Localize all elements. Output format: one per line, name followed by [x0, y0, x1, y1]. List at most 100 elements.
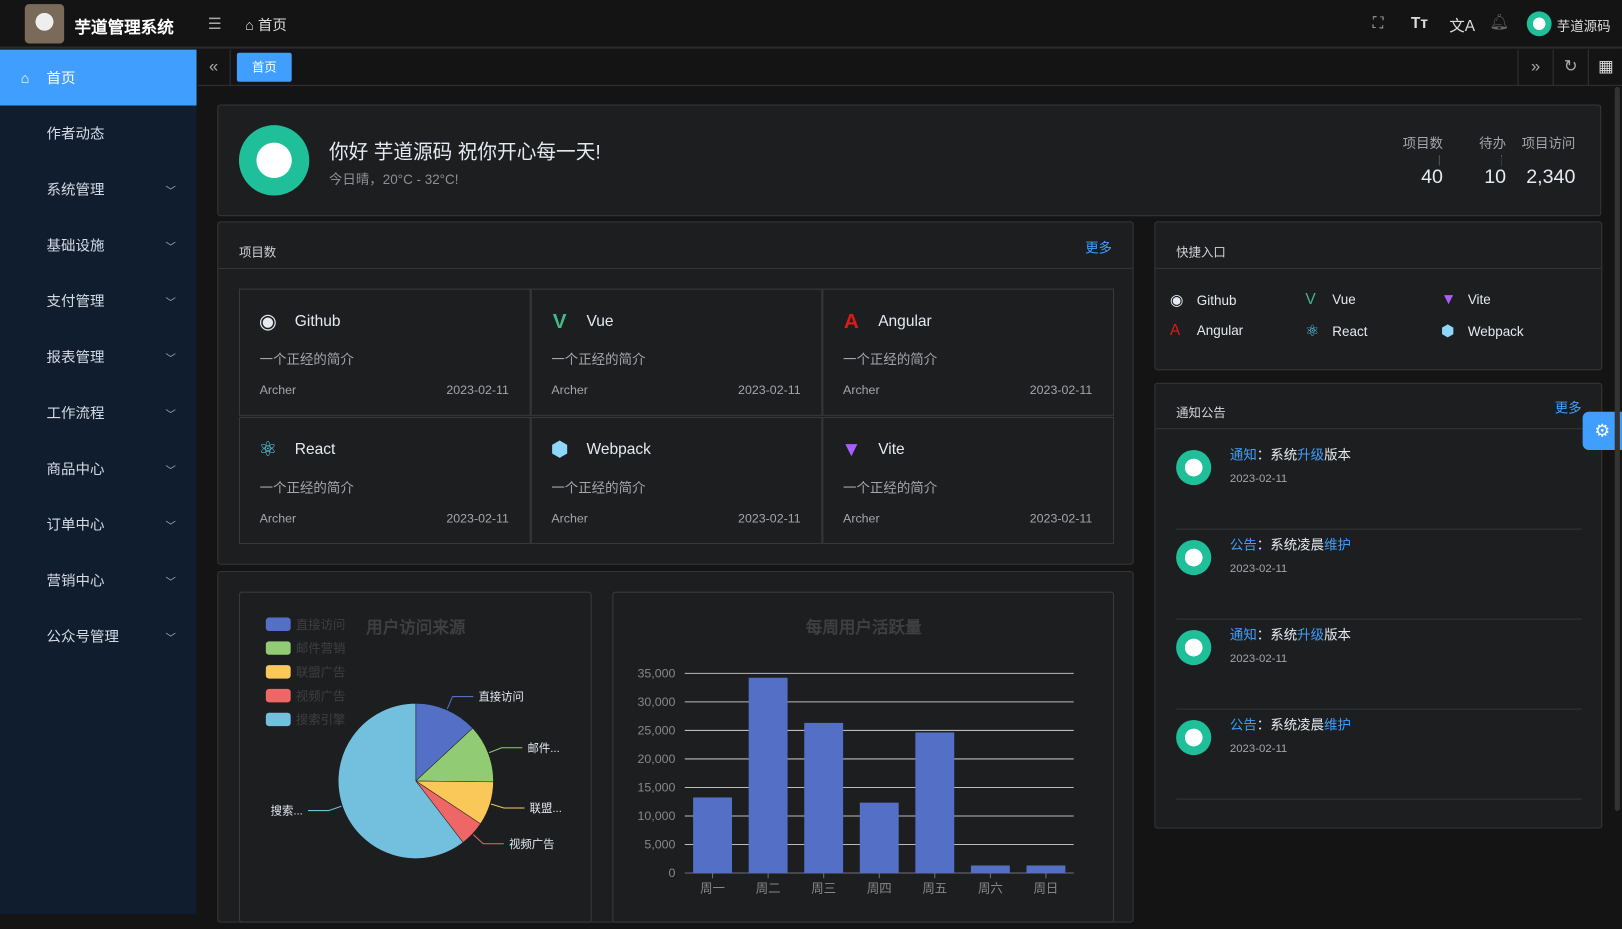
- project-desc: 一个正经的简介: [843, 351, 938, 368]
- notice-item[interactable]: 通知：系统升级版本 2023-02-11: [1176, 440, 1582, 530]
- scrollbar[interactable]: [1614, 86, 1620, 811]
- notice-item[interactable]: 通知：系统升级版本 2023-02-11: [1176, 620, 1582, 710]
- bar[interactable]: [804, 722, 844, 874]
- legend-label[interactable]: 直接访问: [296, 617, 346, 632]
- sidebar-item[interactable]: 支付管理 ﹀: [0, 273, 197, 329]
- project-card[interactable]: ⬢ Webpack 一个正经的简介 Archer 2023-02-11: [530, 416, 823, 545]
- scroll-left-icon[interactable]: «: [198, 49, 231, 86]
- home-icon: ⌂: [20, 69, 30, 86]
- scroll-right-icon[interactable]: »: [1517, 49, 1552, 86]
- project-date: 2023-02-11: [446, 382, 509, 398]
- legend-swatch[interactable]: [265, 641, 291, 655]
- shortcut-angular[interactable]: A Angular: [1170, 322, 1243, 340]
- pie-slice[interactable]: [415, 703, 473, 782]
- webpack-icon: ⬢: [1440, 322, 1455, 341]
- shortcut-github[interactable]: ◉ Github: [1170, 291, 1237, 310]
- sidebar-item[interactable]: 基础设施 ﹀: [0, 217, 197, 273]
- sidebar-item[interactable]: 公众号管理 ﹀: [0, 608, 197, 664]
- project-card[interactable]: ◉ Github 一个正经的简介 Archer 2023-02-11: [238, 288, 531, 416]
- notice-date: 2023-02-11: [1229, 472, 1288, 486]
- sidebar-item[interactable]: ⌂ 首页: [0, 49, 197, 106]
- shortcuts-card: 快捷入口 ◉ Github V Vue ▼ Vite A Angular ⚛ React ⬢ Webp…: [1154, 221, 1603, 371]
- sidebar-item[interactable]: 作者动态: [0, 106, 197, 162]
- bar-chart: 每周用户活跃量 0 5,000 10,000 15,000 20,000 25,000 30,…: [638, 617, 1074, 896]
- menu-toggle-icon[interactable]: ☰: [207, 15, 222, 34]
- sidebar-item[interactable]: 订单中心 ﹀: [0, 497, 197, 553]
- translate-icon[interactable]: 文A: [1449, 17, 1476, 36]
- projects-card: 项目数 更多 ◉ Github 一个正经的简介 Archer 2023-02-11 V Vu…: [217, 221, 1134, 565]
- pie-label: 联盟...: [530, 802, 562, 815]
- project-date: 2023-02-11: [1029, 382, 1093, 398]
- notice-text: 公告：系统凌晨维护: [1230, 534, 1351, 554]
- project-card[interactable]: A Angular 一个正经的简介 Archer 2023-02-11: [822, 288, 1115, 416]
- github-icon: ◉: [258, 310, 277, 334]
- legend-swatch[interactable]: [265, 665, 291, 679]
- sidebar-item[interactable]: 营销中心 ﹀: [0, 552, 197, 608]
- shortcuts-title: 快捷入口: [1176, 245, 1226, 260]
- legend-swatch[interactable]: [265, 688, 291, 703]
- shortcut-react[interactable]: ⚛ React: [1305, 322, 1367, 341]
- project-name: Vue: [586, 312, 614, 330]
- user-avatar[interactable]: [1526, 11, 1552, 37]
- font-size-icon[interactable]: Tт: [1410, 14, 1429, 33]
- shortcut-vue[interactable]: V Vue: [1305, 291, 1355, 309]
- legend-label[interactable]: 邮件营销: [296, 642, 346, 656]
- legend-swatch[interactable]: [265, 617, 291, 631]
- sidebar-item[interactable]: 报表管理 ﹀: [0, 329, 197, 385]
- x-tick-label: 周四: [867, 882, 892, 896]
- project-name: Vite: [878, 440, 905, 459]
- bar[interactable]: [748, 677, 788, 874]
- pie-slice[interactable]: [337, 703, 464, 859]
- project-card[interactable]: V Vue 一个正经的简介 Archer 2023-02-11: [530, 288, 823, 416]
- bar[interactable]: [859, 802, 899, 874]
- project-author: Archer: [843, 510, 880, 526]
- projects-more-link[interactable]: 更多: [1085, 239, 1112, 256]
- notice-avatar: [1176, 449, 1212, 486]
- welcome-card: 你好 芋道源码 祝你开心每一天! 今日晴，20°C - 32°C! 项目数 40 …: [217, 104, 1602, 217]
- legend-label[interactable]: 视频广告: [296, 688, 346, 703]
- notice-text: 公告：系统凌晨维护: [1230, 714, 1351, 734]
- pie-slice[interactable]: [415, 727, 494, 783]
- tab-home[interactable]: 首页: [236, 52, 292, 82]
- vite-icon: ▼: [1440, 290, 1457, 309]
- project-card[interactable]: ▼ Vite 一个正经的简介 Archer 2023-02-11: [822, 416, 1115, 545]
- sidebar-item[interactable]: 商品中心 ﹀: [0, 441, 197, 497]
- notice-date: 2023-02-11: [1229, 562, 1288, 576]
- user-name[interactable]: 芋道源码: [1556, 18, 1611, 35]
- project-name: Angular: [878, 312, 932, 330]
- notice-pre: 系统凌晨: [1270, 536, 1325, 553]
- bar[interactable]: [1026, 865, 1066, 874]
- vite-icon: ▼: [841, 438, 862, 462]
- grid-menu-icon[interactable]: ▦: [1587, 49, 1622, 86]
- divider: [1155, 428, 1602, 430]
- notice-pre: 系统: [1270, 626, 1298, 643]
- breadcrumb[interactable]: ⌂ 首页: [245, 16, 287, 34]
- refresh-icon[interactable]: ↻: [1552, 49, 1588, 86]
- project-date: 2023-02-11: [1029, 510, 1093, 526]
- pie-label: 视频广告: [509, 837, 554, 851]
- notice-text: 通知：系统升级版本: [1230, 624, 1351, 644]
- bar[interactable]: [970, 865, 1010, 874]
- fullscreen-icon[interactable]: ⛶: [1372, 14, 1384, 33]
- notice-item[interactable]: 公告：系统凌晨维护 2023-02-11: [1176, 710, 1582, 800]
- stat-visits: 项目访问 2,340: [1501, 132, 1576, 189]
- bar[interactable]: [693, 797, 733, 874]
- stat-value: 10: [1484, 166, 1507, 189]
- angular-icon: A: [1169, 321, 1181, 340]
- legend-label[interactable]: 联盟广告: [296, 665, 346, 679]
- bell-icon[interactable]: 🔔︎: [1489, 13, 1510, 32]
- legend-swatch[interactable]: [265, 712, 291, 727]
- legend-label[interactable]: 搜索引擎: [296, 712, 346, 727]
- shortcut-vite[interactable]: ▼ Vite: [1441, 291, 1491, 309]
- sidebar-item[interactable]: 系统管理 ﹀: [0, 161, 197, 217]
- bar[interactable]: [915, 732, 955, 874]
- shortcut-webpack[interactable]: ⬢ Webpack: [1441, 322, 1524, 341]
- chevron-down-icon: ﹀: [165, 353, 176, 365]
- chevron-down-icon: ﹀: [165, 576, 176, 589]
- sidebar-item[interactable]: 工作流程 ﹀: [0, 385, 197, 441]
- pie-label: 直接访问: [478, 690, 523, 704]
- project-desc: 一个正经的简介: [259, 351, 354, 368]
- notices-more-link[interactable]: 更多: [1554, 400, 1582, 416]
- project-card[interactable]: ⚛ React 一个正经的简介 Archer 2023-02-11: [238, 416, 531, 545]
- notice-item[interactable]: 公告：系统凌晨维护 2023-02-11: [1176, 530, 1582, 620]
